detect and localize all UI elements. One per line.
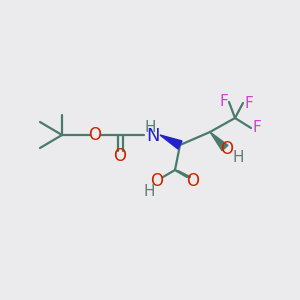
- Text: O: O: [88, 126, 101, 144]
- Text: O: O: [220, 140, 233, 158]
- Text: O: O: [151, 172, 164, 190]
- Polygon shape: [210, 132, 228, 151]
- Text: N: N: [146, 127, 160, 145]
- Text: H: H: [232, 149, 244, 164]
- Text: O: O: [187, 172, 200, 190]
- Text: F: F: [220, 94, 228, 110]
- Text: F: F: [253, 121, 261, 136]
- Text: F: F: [244, 95, 253, 110]
- Text: H: H: [144, 119, 156, 134]
- Text: H: H: [143, 184, 155, 199]
- Text: O: O: [113, 147, 127, 165]
- Polygon shape: [160, 135, 182, 149]
